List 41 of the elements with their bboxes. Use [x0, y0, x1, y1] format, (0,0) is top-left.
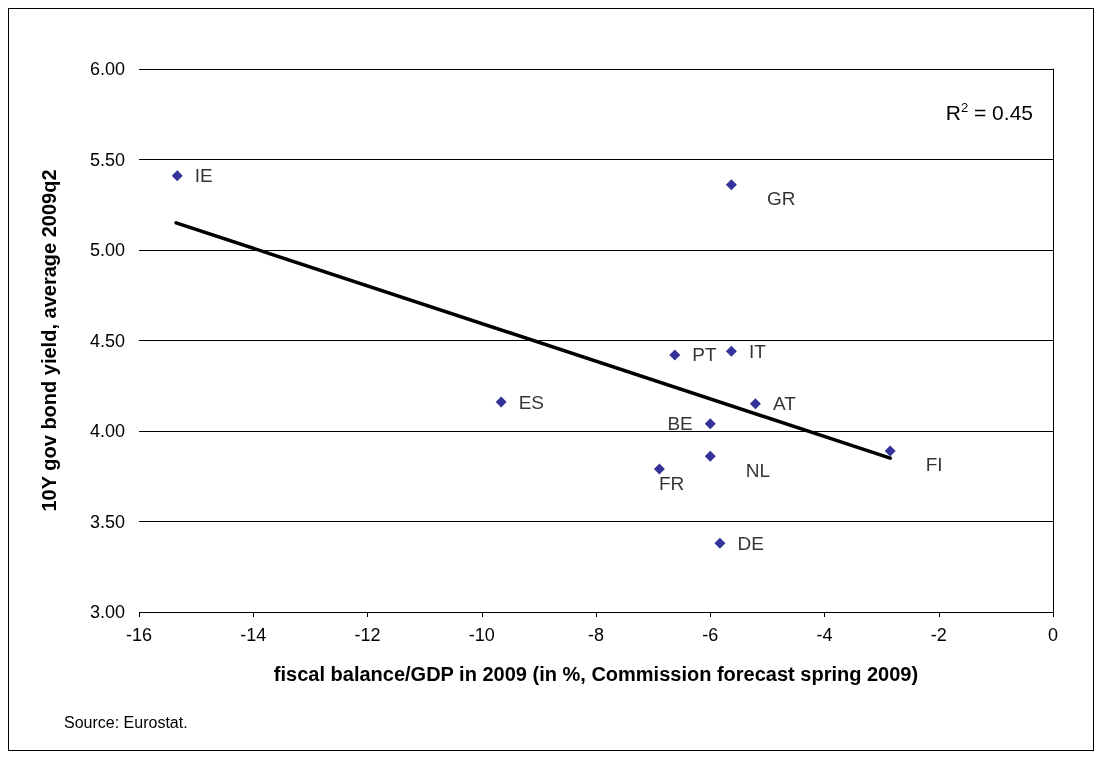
x-axis-title: fiscal balance/GDP in 2009 (in %, Commission forecast spring 2009): [273, 663, 919, 685]
point: [653, 463, 665, 475]
y-tick-label: 6.00: [89, 59, 125, 79]
y-axis-title: 10Y gov bond yield, average 2009q2: [38, 169, 60, 512]
point: [884, 445, 896, 457]
data-label: PT: [692, 344, 718, 366]
y-tick-label: 5.00: [89, 240, 125, 260]
y-tick-label: 3.50: [89, 511, 125, 532]
y-tick-label: 5.50: [89, 149, 125, 170]
point: [171, 170, 183, 182]
x-tick-label: -6: [702, 625, 719, 645]
data-label: BE: [667, 413, 693, 435]
data-label: FI: [925, 454, 943, 476]
data-label: FR: [658, 472, 685, 494]
point: [749, 398, 761, 410]
point: [725, 345, 737, 357]
y-tick-label: 4.00: [89, 421, 125, 441]
point: [704, 450, 716, 462]
source-note: Source: Eurostat.: [64, 713, 188, 731]
x-tick-label: -4: [816, 625, 833, 645]
data-label: DE: [737, 532, 764, 554]
x-tick-label: -14: [240, 625, 267, 645]
y-tick-label: 4.50: [89, 330, 125, 351]
x-tick-label: -16: [125, 625, 153, 645]
point: [669, 349, 681, 361]
data-label: NL: [745, 459, 771, 481]
data-label: ES: [518, 391, 545, 413]
x-tick-label: -12: [354, 625, 381, 645]
data-label: AT: [772, 393, 797, 415]
x-tick-label: 0: [1047, 625, 1059, 645]
point: [704, 418, 716, 430]
point: [725, 179, 737, 191]
point: [495, 396, 507, 408]
data-label: IE: [194, 165, 213, 187]
y-tick-label: 3.00: [89, 602, 125, 622]
data-label: GR: [766, 188, 796, 210]
x-tick-label: -2: [930, 625, 947, 645]
x-tick-label: -8: [587, 625, 605, 645]
point: [714, 537, 726, 549]
data-label: IT: [748, 340, 767, 362]
x-tick-label: -10: [468, 625, 495, 645]
